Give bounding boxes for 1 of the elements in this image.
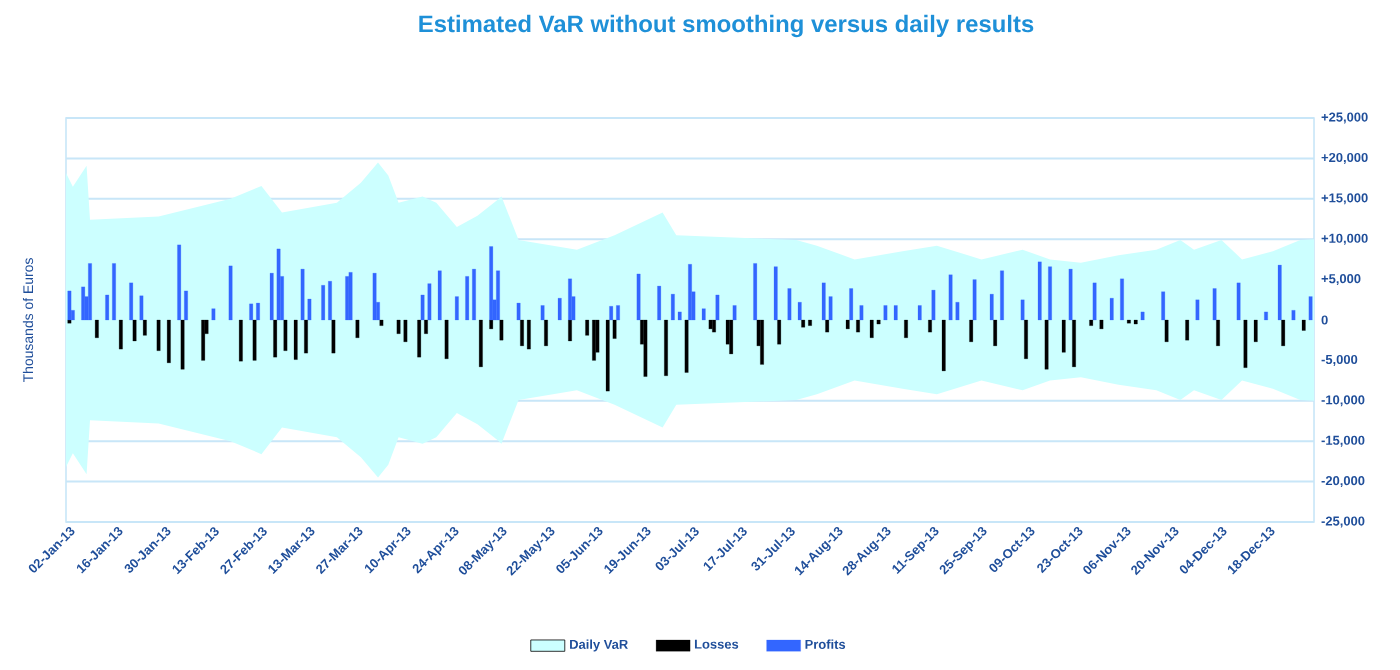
chart-title: Estimated VaR without smoothing versus daily results [419, 14, 1034, 38]
